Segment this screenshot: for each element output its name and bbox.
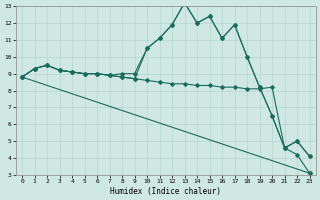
X-axis label: Humidex (Indice chaleur): Humidex (Indice chaleur) — [110, 187, 221, 196]
